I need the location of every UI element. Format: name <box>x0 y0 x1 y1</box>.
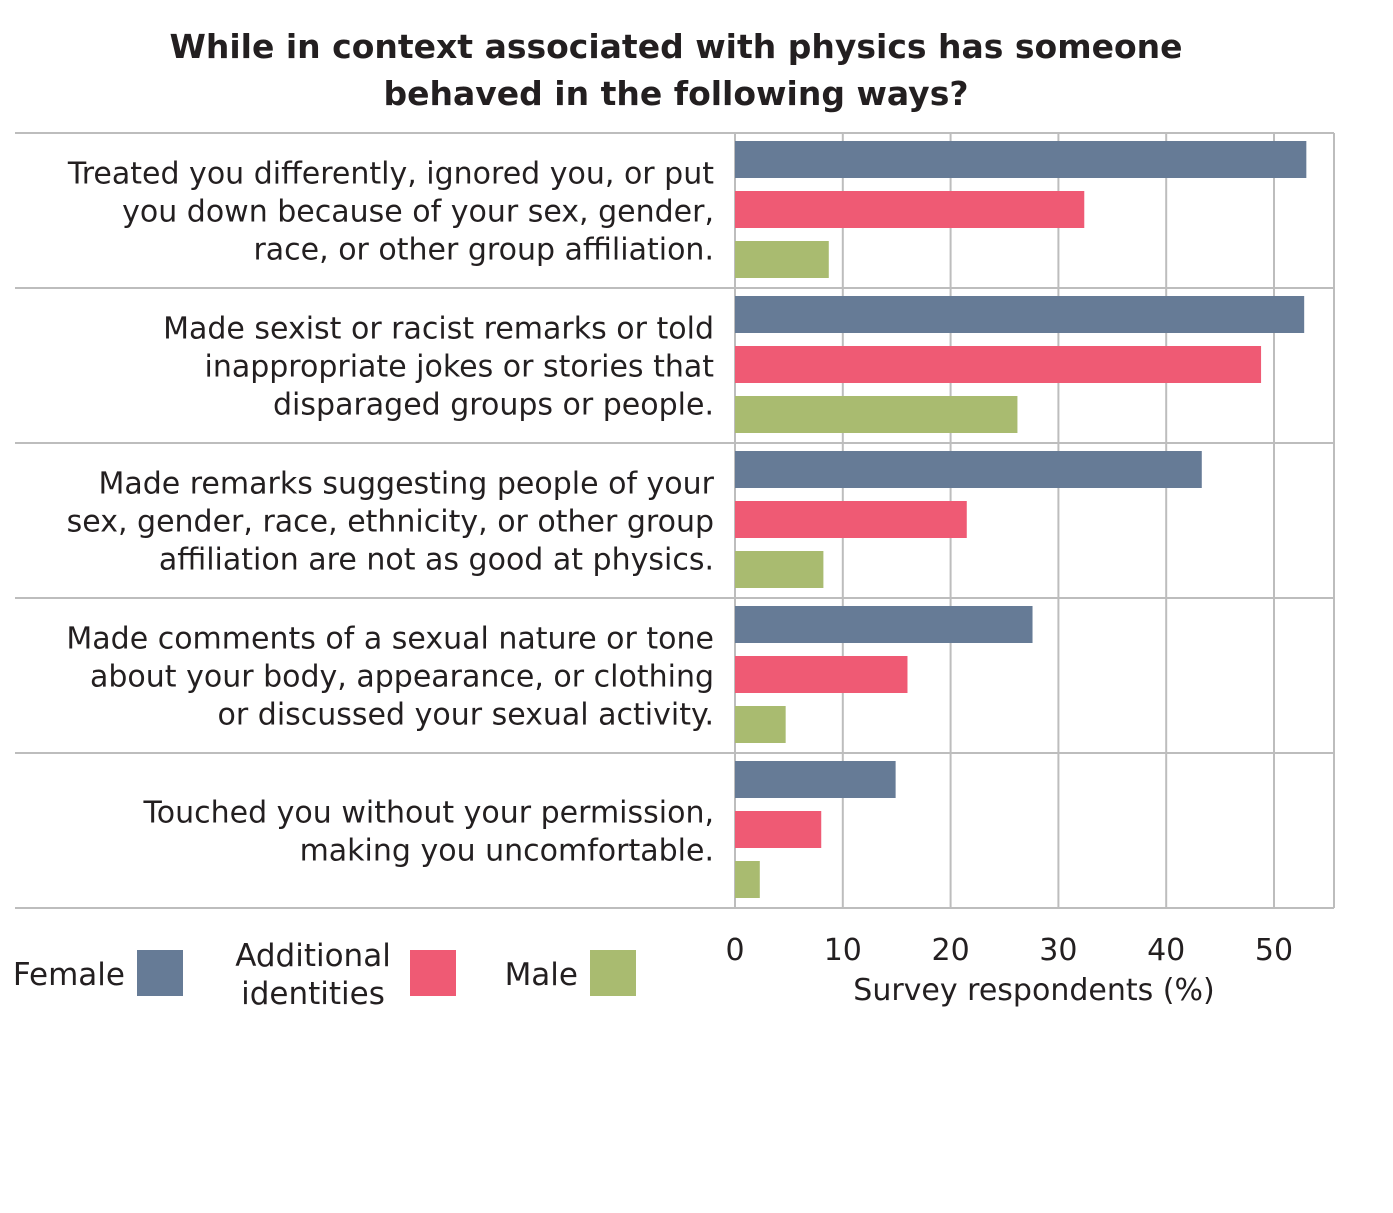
category-label: affiliation are not as good at physics. <box>159 543 714 578</box>
category-label: Touched you without your permission, <box>143 796 714 831</box>
category-label: inappropriate jokes or stories that <box>204 350 714 385</box>
legend-label: identities <box>241 976 385 1012</box>
x-tick-label: 20 <box>932 933 970 968</box>
bar-additional-identities <box>735 656 908 693</box>
category-label: sex, gender, race, ethnicity, or other g… <box>67 505 714 540</box>
category-label: making you uncomfortable. <box>300 834 714 869</box>
category-label: Treated you differently, ignored you, or… <box>67 157 714 192</box>
bar-female <box>735 296 1305 333</box>
bar-male <box>735 551 824 588</box>
x-axis-label: Survey respondents (%) <box>853 973 1214 1008</box>
bar-male <box>735 396 1018 433</box>
bar-female <box>735 451 1202 488</box>
bar-male <box>735 861 760 898</box>
x-tick-label: 10 <box>824 933 862 968</box>
category-label: you down because of your sex, gender, <box>122 195 714 230</box>
bar-additional-identities <box>735 191 1085 228</box>
bar-female <box>735 606 1033 643</box>
x-tick-label: 50 <box>1255 933 1293 968</box>
category-label: disparaged groups or people. <box>273 388 714 423</box>
x-tick-label: 40 <box>1147 933 1185 968</box>
bar-male <box>735 241 829 278</box>
bar-male <box>735 706 786 743</box>
chart-title: While in context associated with physics… <box>169 27 1182 66</box>
legend-swatch <box>137 950 183 996</box>
x-tick-label: 0 <box>725 933 744 968</box>
category-label: or discussed your sexual activity. <box>218 698 714 733</box>
category-label: about your body, appearance, or clothing <box>90 660 714 695</box>
legend-label: Male <box>505 957 578 993</box>
category-label: Made sexist or racist remarks or told <box>163 312 714 347</box>
legend-swatch <box>410 950 456 996</box>
category-label: Made comments of a sexual nature or tone <box>66 622 714 657</box>
category-label: race, or other group affiliation. <box>253 233 714 268</box>
legend-label: Additional <box>235 938 391 974</box>
bar-female <box>735 761 896 798</box>
bar-additional-identities <box>735 501 967 538</box>
bar-female <box>735 141 1307 178</box>
category-label: Made remarks suggesting people of your <box>98 467 714 502</box>
bar-additional-identities <box>735 811 822 848</box>
chart-title: behaved in the following ways? <box>384 74 969 113</box>
bar-additional-identities <box>735 346 1262 383</box>
legend-swatch <box>590 950 636 996</box>
legend-label: Female <box>13 957 125 993</box>
x-tick-label: 30 <box>1039 933 1077 968</box>
